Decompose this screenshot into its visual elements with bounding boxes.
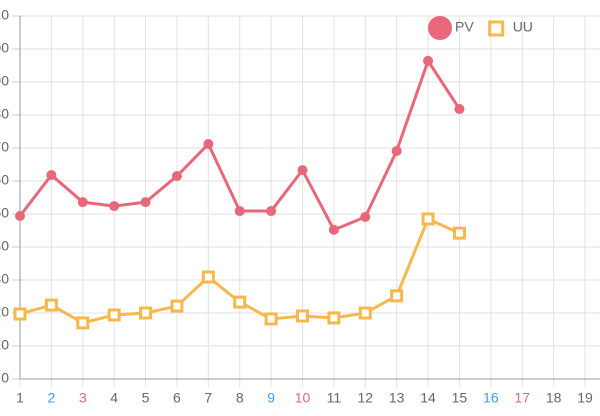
y-tick-label: 20 bbox=[0, 304, 9, 320]
point bbox=[201, 270, 215, 284]
point bbox=[266, 206, 277, 217]
point bbox=[107, 308, 121, 322]
x-tick-label: 13 bbox=[389, 390, 405, 406]
point bbox=[76, 316, 90, 330]
point bbox=[328, 224, 339, 235]
point bbox=[46, 170, 57, 181]
y-tick-label: 40 bbox=[0, 238, 9, 254]
point bbox=[203, 139, 214, 150]
x-tick-label: 1 bbox=[16, 390, 24, 406]
legend-marker bbox=[488, 20, 505, 37]
x-tick-label: 17 bbox=[514, 390, 530, 406]
x-tick-label: 8 bbox=[236, 390, 244, 406]
point bbox=[297, 165, 308, 176]
point bbox=[360, 211, 371, 222]
point bbox=[327, 311, 341, 325]
y-tick-label: 110 bbox=[0, 7, 9, 23]
point bbox=[170, 299, 184, 313]
x-tick-label: 15 bbox=[452, 390, 468, 406]
point bbox=[421, 212, 435, 226]
point bbox=[452, 226, 466, 240]
point bbox=[390, 289, 404, 303]
x-tick-label: 10 bbox=[295, 390, 311, 406]
point bbox=[454, 104, 465, 115]
x-tick-label: 19 bbox=[577, 390, 593, 406]
x-tick-label: 4 bbox=[110, 390, 118, 406]
x-tick-label: 14 bbox=[420, 390, 436, 406]
point bbox=[140, 197, 151, 208]
x-tick-label: 7 bbox=[204, 390, 212, 406]
point bbox=[77, 197, 88, 208]
x-tick-label: 11 bbox=[327, 390, 342, 406]
y-tick-label: 30 bbox=[0, 271, 9, 287]
y-tick-label: 90 bbox=[0, 73, 9, 89]
y-tick-label: 80 bbox=[0, 106, 9, 122]
point bbox=[171, 171, 182, 182]
y-tick-label: 60 bbox=[0, 172, 9, 188]
x-tick-label: 3 bbox=[79, 390, 87, 406]
point bbox=[233, 295, 247, 309]
x-tick-label: 6 bbox=[173, 390, 181, 406]
y-tick-label: 10 bbox=[0, 337, 9, 353]
x-tick-label: 2 bbox=[47, 390, 55, 406]
x-tick-label: 18 bbox=[546, 390, 562, 406]
point bbox=[109, 201, 120, 212]
point bbox=[264, 312, 278, 326]
point bbox=[15, 210, 25, 221]
point bbox=[358, 306, 372, 320]
point bbox=[44, 298, 58, 312]
y-tick-label: 50 bbox=[0, 205, 9, 221]
x-tick-label: 16 bbox=[483, 390, 499, 406]
point bbox=[13, 307, 27, 321]
point bbox=[296, 309, 309, 323]
x-tick-label: 9 bbox=[267, 390, 275, 406]
legend-label: PV bbox=[455, 19, 474, 35]
y-tick-label: 70 bbox=[0, 139, 9, 155]
point bbox=[139, 306, 153, 320]
point bbox=[423, 55, 434, 66]
point bbox=[234, 206, 245, 217]
point bbox=[391, 145, 402, 156]
x-tick-label: 5 bbox=[142, 390, 150, 406]
legend-marker bbox=[428, 16, 452, 40]
y-tick-label: 100 bbox=[0, 40, 9, 56]
x-tick-label: 12 bbox=[357, 390, 373, 406]
y-tick-label: 0 bbox=[1, 370, 9, 386]
legend-label: UU bbox=[513, 19, 533, 35]
